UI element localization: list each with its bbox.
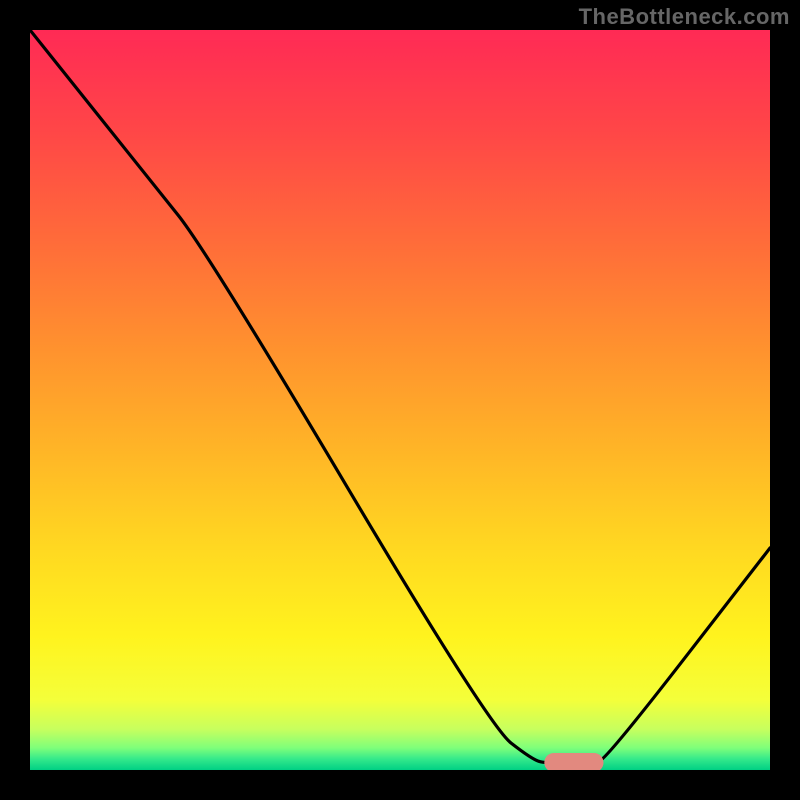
chart-svg xyxy=(30,30,770,770)
watermark-text: TheBottleneck.com xyxy=(579,4,790,30)
optimal-marker xyxy=(544,753,603,770)
chart-frame: TheBottleneck.com xyxy=(0,0,800,800)
gradient-background xyxy=(30,30,770,770)
plot-area xyxy=(30,30,770,770)
